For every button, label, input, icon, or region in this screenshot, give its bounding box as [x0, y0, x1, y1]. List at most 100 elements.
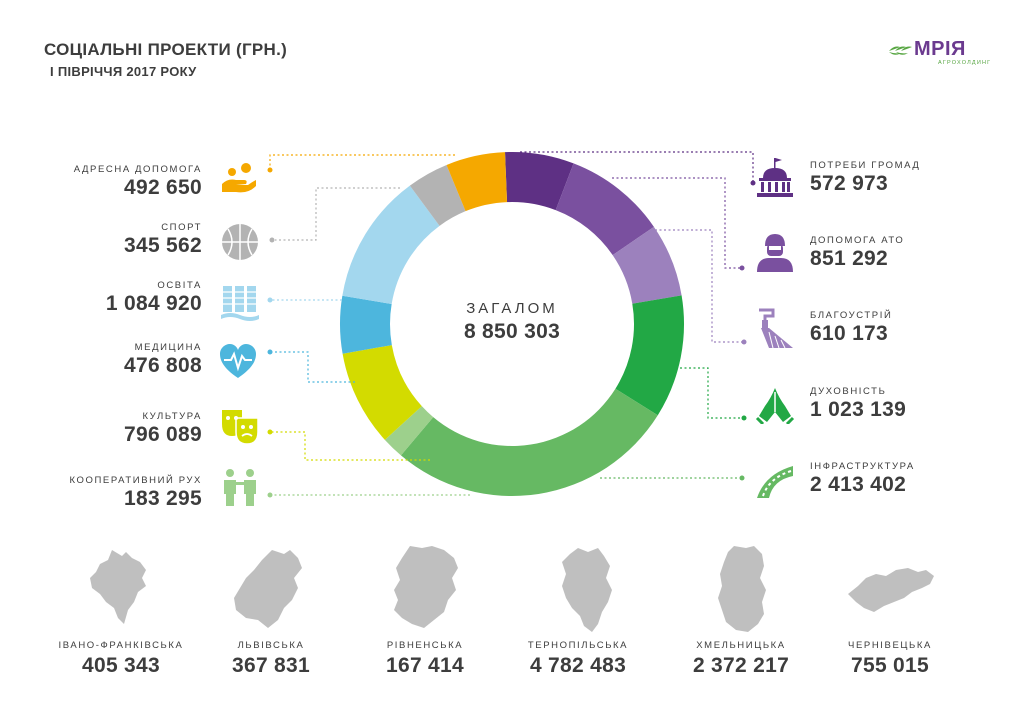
legend-item-osvita: ОСВІТА 1 084 920: [106, 280, 202, 316]
donut-slice-1: [555, 163, 654, 256]
connector-dot-osvita: [267, 297, 273, 303]
legend-label: АДРЕСНА ДОПОМОГА: [73, 164, 202, 175]
paint-brush-icon: [759, 308, 793, 348]
legend-value: 2 413 402: [810, 473, 907, 496]
road-icon: [757, 466, 793, 498]
connector-dot-kultura: [267, 429, 273, 435]
region-name: ТЕРНОПІЛЬСЬКА: [527, 640, 629, 651]
legend-item-adresna-dopomoga: АДРЕСНА ДОПОМОГА 492 650: [74, 164, 202, 200]
connector-dot-blagoustriy: [741, 339, 747, 345]
legend-item-infrastruktura: ІНФРАСТРУКТУРА 2 413 402: [810, 461, 915, 497]
region-name: РІВНЕНСЬКА: [386, 640, 464, 651]
donut-slice-6: [342, 345, 422, 440]
connector-dukhovnist: [680, 367, 742, 419]
legend-value: 1 023 139: [810, 398, 907, 421]
helping-hands-icon: [222, 163, 256, 193]
region-ivano-frankivsk: ІВАНО-ФРАНКІВСЬКА 405 343: [46, 640, 196, 678]
connector-dot-infrastruktura: [739, 475, 745, 481]
legend-label: ПОТРЕБИ ГРОМАД: [810, 160, 921, 171]
connector-dot-medytsyna: [267, 349, 273, 355]
legend-label: КУЛЬТУРА: [142, 411, 202, 422]
legend-value: 572 973: [810, 172, 889, 195]
connector-dot-adresna-dopomoga: [267, 167, 273, 173]
connector-dot-dopomoga-ato: [739, 265, 745, 271]
legend-item-dopomoga-ato: ДОПОМОГА АТО 851 292: [810, 235, 904, 271]
region-khmelnytskyi: ХМЕЛЬНИЦЬКА 2 372 217: [666, 640, 816, 678]
connector-dot-kooperatyvnyi-rukh: [267, 492, 273, 498]
khmelnytskyi-region-map: [718, 546, 766, 632]
connector-dot-dukhovnist: [741, 415, 747, 421]
ivano-frankivsk-region-map: [90, 550, 146, 624]
legend-item-dukhovnist: ДУХОВНІСТЬ 1 023 139: [810, 386, 906, 422]
logo-name: МРІЯ: [914, 38, 966, 60]
connector-potreby-gromad: [520, 151, 754, 183]
connector-blagoustriy: [655, 229, 742, 343]
books-icon: [221, 286, 259, 321]
region-value: 755 015: [850, 654, 929, 677]
region-value: 167 414: [385, 654, 464, 677]
legend-value: 345 562: [123, 234, 202, 257]
connector-dot-potreby-gromad: [750, 180, 756, 186]
logo-tagline: АГРОХОЛДИНГ: [938, 60, 992, 66]
donut-slice-5: [384, 406, 434, 456]
connector-dot-sport: [269, 237, 275, 243]
region-value: 405 343: [81, 654, 160, 677]
page-title: СОЦІАЛЬНІ ПРОЕКТИ (ГРН.): [44, 40, 288, 59]
donut-slice-7: [339, 295, 392, 354]
region-name: ХМЕЛЬНИЦЬКА: [696, 640, 786, 651]
company-logo: МРІЯ АГРОХОЛДИНГ: [888, 38, 992, 70]
legend-item-blagoustriy: БЛАГОУСТРІЙ 610 173: [810, 310, 892, 346]
legend-label: ДУХОВНІСТЬ: [810, 386, 887, 397]
heart-pulse-icon: [220, 344, 256, 378]
region-value: 2 372 217: [692, 654, 790, 677]
basketball-icon: [222, 224, 258, 260]
legend-value: 183 295: [123, 487, 202, 510]
region-rivne: РІВНЕНСЬКА 167 414: [350, 640, 500, 678]
legend-value: 851 292: [810, 247, 889, 270]
city-hall-icon: [757, 158, 793, 197]
chernivtsi-region-map: [848, 568, 934, 612]
legend-label: БЛАГОУСТРІЙ: [810, 310, 893, 321]
leaf-logo-icon: [889, 46, 912, 55]
legend-value: 796 089: [123, 423, 202, 446]
donut-slice-8: [342, 185, 440, 304]
lviv-region-map: [234, 550, 302, 628]
donut-slice-3: [615, 295, 684, 416]
connector-dopomoga-ato: [612, 177, 740, 269]
donut-slice-2: [612, 226, 682, 304]
legend-value: 1 084 920: [105, 292, 202, 315]
region-name: ЧЕРНІВЕЦЬКА: [848, 640, 932, 651]
legend-item-sport: СПОРТ 345 562: [124, 222, 202, 258]
legend-item-kooperatyvnyi-rukh: КООПЕРАТИВНИЙ РУХ 183 295: [70, 475, 203, 511]
region-ternopil: ТЕРНОПІЛЬСЬКА 4 782 483: [503, 640, 653, 678]
legend-label: СПОРТ: [161, 222, 202, 233]
total-value: 8 850 303: [463, 320, 561, 343]
connector-medytsyna: [272, 351, 355, 383]
legend-label: МЕДИЦИНА: [134, 342, 202, 353]
region-lviv: ЛЬВІВСЬКА 367 831: [196, 640, 346, 678]
donut-slice-0: [505, 152, 574, 211]
region-name: ІВАНО-ФРАНКІВСЬКА: [58, 640, 184, 651]
rivne-region-map: [394, 546, 458, 628]
legend-label: ОСВІТА: [157, 280, 202, 291]
legend-label: ДОПОМОГА АТО: [810, 235, 905, 246]
region-name: ЛЬВІВСЬКА: [237, 640, 305, 651]
total-label: ЗАГАЛОМ: [466, 300, 558, 317]
legend-item-kultura: КУЛЬТУРА 796 089: [124, 411, 202, 447]
legend-label: ІНФРАСТРУКТУРА: [810, 461, 915, 472]
praying-hands-icon: [755, 388, 795, 424]
legend-item-potreby-gromad: ПОТРЕБИ ГРОМАД 572 973: [810, 160, 920, 196]
legend-value: 476 808: [123, 354, 202, 377]
region-value: 4 782 483: [529, 654, 627, 677]
page-subtitle: І ПІВРІЧЧЯ 2017 РОКУ: [50, 64, 197, 79]
connector-adresna-dopomoga: [269, 154, 455, 168]
legend-value: 492 650: [123, 176, 202, 199]
donut-slice-10: [446, 152, 508, 212]
theater-masks-icon: [222, 410, 259, 445]
legend-label: КООПЕРАТИВНИЙ РУХ: [69, 475, 202, 486]
region-chernivtsi: ЧЕРНІВЕЦЬКА 755 015: [815, 640, 965, 678]
soldier-icon: [757, 234, 793, 272]
legend-item-medytsyna: МЕДИЦИНА 476 808: [124, 342, 202, 378]
people-icon: [224, 469, 256, 506]
